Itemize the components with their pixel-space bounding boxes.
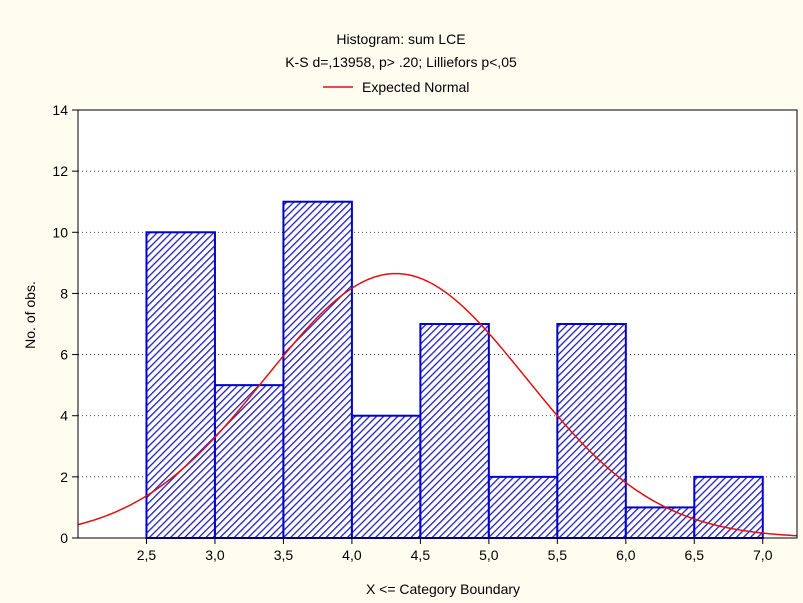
x-tick-label: 7,0	[753, 547, 773, 563]
x-tick-label: 5,0	[479, 547, 499, 563]
x-axis-label: X <= Category Boundary	[366, 581, 520, 597]
histogram-bar	[556, 323, 627, 539]
histogram-bar	[693, 475, 764, 540]
x-tick-label: 3,5	[274, 547, 294, 563]
histogram-bar	[213, 384, 285, 539]
legend-label: Expected Normal	[362, 79, 469, 95]
histogram-bar	[350, 414, 422, 540]
x-tick-label: 4,0	[342, 547, 362, 563]
y-axis-label: No. of obs.	[22, 281, 38, 349]
y-tick-label: 14	[52, 102, 68, 118]
x-tick-label: 2,5	[137, 547, 157, 563]
y-tick-label: 8	[60, 285, 68, 301]
histogram-bar	[487, 475, 559, 540]
chart-title: Histogram: sum LCE	[336, 31, 465, 47]
y-axis: 0 2 4 6 8 10 12 14	[52, 102, 78, 546]
x-tick-label: 6,5	[685, 547, 705, 563]
x-tick-label: 4,5	[411, 547, 431, 563]
plot-frame	[77, 109, 798, 539]
histogram-bar	[624, 506, 696, 539]
y-tick-label: 0	[60, 530, 68, 546]
x-tick-label: 6,0	[616, 547, 636, 563]
x-tick-label: 5,5	[548, 547, 568, 563]
y-tick-label: 10	[52, 224, 68, 240]
legend: Expected Normal	[323, 79, 469, 95]
histogram-bar	[419, 323, 490, 539]
y-tick-label: 12	[52, 163, 68, 179]
x-tick-label: 3,0	[205, 547, 225, 563]
expected-normal-curve	[78, 272, 797, 537]
y-tick-label: 2	[60, 469, 68, 485]
x-axis: 2,5 3,0 3,5 4,0 4,5 5,0 5,5 6,0 6,5 7,0	[137, 538, 773, 563]
histogram-bar	[282, 200, 353, 539]
expected-normal-curve-layer	[78, 272, 797, 537]
histogram-bar	[145, 231, 216, 540]
y-tick-label: 6	[60, 347, 68, 363]
chart-subtitle: K-S d=,13958, p> .20; Lilliefors p<,05	[285, 54, 517, 70]
bars	[145, 200, 764, 540]
y-tick-label: 4	[60, 408, 68, 424]
